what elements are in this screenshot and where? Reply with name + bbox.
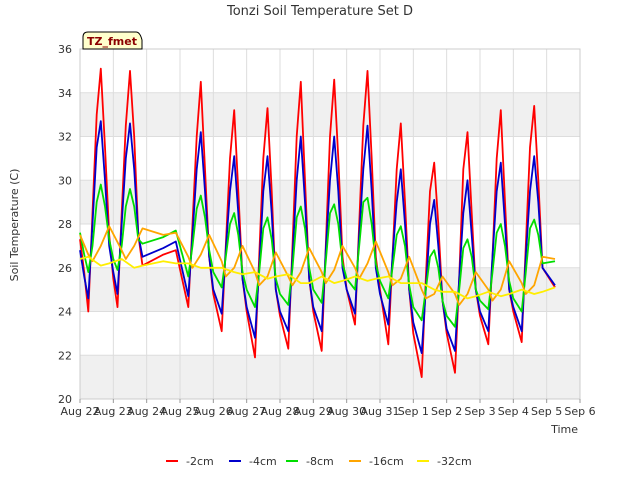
plot-frame <box>79 48 581 400</box>
legend: -2cm -4cm -8cm -16cm -32cm <box>166 455 472 468</box>
x-tick-label: Aug 23 <box>94 405 133 418</box>
x-tick-label: Sep 1 <box>398 405 429 418</box>
x-tick-label: Sep 4 <box>498 405 529 418</box>
y-tick-label: 32 <box>58 131 72 144</box>
site-badge: TZ_fmet <box>82 31 143 50</box>
x-tick-label: Aug 31 <box>361 405 400 418</box>
series-line-minus-32cm <box>79 255 556 300</box>
y-tick-label: 22 <box>58 349 72 362</box>
grid-lines <box>79 48 581 400</box>
plot-band <box>80 49 580 93</box>
legend-label: -8cm <box>306 455 334 468</box>
x-tick-label: Aug 28 <box>261 405 300 418</box>
x-tick-label: Aug 30 <box>327 405 366 418</box>
site-badge-label: TZ_fmet <box>87 35 137 48</box>
x-tick-label: Aug 22 <box>61 405 100 418</box>
series-line-minus-8cm <box>79 183 556 328</box>
x-axis-title: Time <box>550 423 578 436</box>
y-axis-title: Soil Temperature (C) <box>8 169 21 282</box>
chart-title: Tonzi Soil Temperature Set D <box>226 4 413 19</box>
legend-label: -4cm <box>249 455 277 468</box>
x-tick-label: Aug 24 <box>127 405 166 418</box>
y-tick-label: 24 <box>58 306 72 319</box>
site-badge-box <box>82 31 143 50</box>
legend-label: -2cm <box>186 455 214 468</box>
x-tick-label: Aug 25 <box>161 405 200 418</box>
legend-label: -32cm <box>437 455 472 468</box>
series-lines <box>79 67 556 378</box>
x-tick-label: Sep 5 <box>531 405 562 418</box>
y-tick-label: 20 <box>58 393 72 406</box>
series-line-minus-4cm <box>79 120 556 354</box>
y-tick-label: 28 <box>58 218 72 231</box>
y-tick-label: 34 <box>58 87 72 100</box>
plot-band <box>80 311 580 356</box>
y-tick-label: 30 <box>58 174 72 187</box>
x-tick-label: Aug 26 <box>194 405 233 418</box>
x-tick-label: Aug 27 <box>227 405 266 418</box>
plot-band <box>80 355 580 399</box>
x-tick-label: Sep 2 <box>431 405 462 418</box>
x-tick-label: Aug 29 <box>294 405 333 418</box>
y-tick-label: 36 <box>58 43 72 56</box>
y-tick-label: 26 <box>58 262 72 275</box>
x-tick-label: Sep 3 <box>464 405 495 418</box>
y-axis-ticks: 20 22 24 26 28 30 32 34 36 <box>58 43 72 406</box>
legend-label: -16cm <box>369 455 404 468</box>
x-tick-label: Sep 6 <box>564 405 595 418</box>
